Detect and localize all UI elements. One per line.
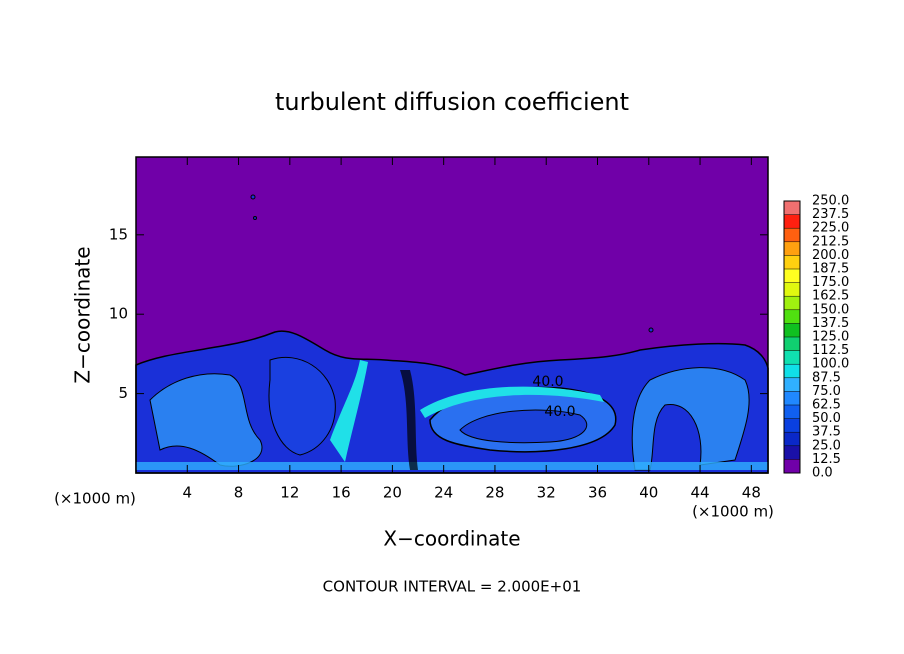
x-tick-label: 20	[383, 484, 402, 502]
colorbar-label: 75.0	[812, 384, 841, 399]
colorbar-cell	[784, 418, 800, 433]
colorbar-label: 150.0	[812, 302, 849, 317]
field	[135, 157, 769, 474]
colorbar-label: 162.5	[812, 289, 849, 304]
colorbar-cell	[784, 391, 800, 405]
y-tick-label: 5	[118, 384, 128, 402]
field-region	[268, 356, 336, 456]
field-region	[330, 360, 368, 462]
colorbar-label: 25.0	[812, 438, 841, 453]
colorbar-label: 237.5	[812, 207, 849, 222]
colorbar-label: 200.0	[812, 248, 849, 263]
footnote: CONTOUR INTERVAL = 2.000E+01	[323, 578, 582, 596]
colorbar-label: 50.0	[812, 411, 841, 426]
field-region	[253, 216, 257, 220]
colorbar-cell	[784, 255, 800, 269]
colorbar-cell	[784, 432, 800, 446]
colorbar-cell	[784, 269, 800, 283]
y-tick-label: 15	[109, 225, 128, 243]
contour-label: 40.0	[532, 374, 563, 390]
x-tick-label: 24	[434, 484, 453, 502]
x-unit-label: (×1000 m)	[692, 503, 774, 521]
field-contour	[400, 370, 418, 470]
colorbar-label: 0.0	[812, 466, 833, 481]
colorbar-label: 112.5	[812, 343, 849, 358]
colorbar-cell	[784, 296, 800, 310]
colorbar-label: 87.5	[812, 370, 841, 385]
contour-label: 40.0	[544, 404, 575, 420]
field-region	[250, 194, 256, 200]
x-tick-label: 40	[639, 484, 658, 502]
x-tick-label: 4	[183, 484, 193, 502]
x-tick-label: 16	[332, 484, 351, 502]
x-axis-label: X−coordinate	[383, 527, 520, 551]
x-tick-label: 48	[742, 484, 761, 502]
colorbar-label: 125.0	[812, 330, 849, 345]
colorbar-cell	[784, 364, 800, 378]
colorbar-cell	[784, 337, 800, 351]
colorbar-label: 250.0	[812, 194, 849, 209]
colorbar-cell	[784, 201, 800, 215]
field-region	[420, 386, 604, 418]
field-region	[149, 373, 263, 467]
colorbar-cell	[784, 309, 800, 324]
colorbar-label: 62.5	[812, 398, 841, 413]
colorbar-cell	[784, 377, 800, 392]
colorbar-label: 137.5	[812, 316, 849, 331]
colorbar-cell	[784, 214, 800, 229]
field-region	[648, 327, 654, 333]
colorbar-label: 100.0	[812, 357, 849, 372]
colorbar-label: 187.5	[812, 262, 849, 277]
colorbar-cell	[784, 350, 800, 365]
colorbar-label: 37.5	[812, 425, 841, 440]
colorbar-label: 12.5	[812, 452, 841, 467]
colorbar-cell	[784, 445, 800, 460]
x-tick-label: 12	[280, 484, 299, 502]
colorbar-label: 225.0	[812, 221, 849, 236]
x-unit-label: (×1000 m)	[54, 490, 136, 508]
colorbar-cell	[784, 459, 800, 473]
chart-title: turbulent diffusion coefficient	[275, 88, 629, 116]
x-tick-label: 32	[537, 484, 556, 502]
colorbar-cell	[784, 282, 800, 297]
x-tick-label: 44	[691, 484, 710, 502]
colorbar-label: 175.0	[812, 275, 849, 290]
field-region	[136, 462, 768, 470]
x-tick-label: 8	[234, 484, 244, 502]
plot-frame	[135, 156, 769, 474]
y-axis-label: Z−coordinate	[71, 246, 95, 383]
y-tick-label: 10	[109, 305, 128, 323]
colorbar-label: 212.5	[812, 234, 849, 249]
colorbar-cell	[784, 241, 800, 256]
colorbar-cell	[784, 228, 800, 242]
colorbar-cell	[784, 405, 800, 419]
x-tick-label: 36	[588, 484, 607, 502]
colorbar-cell	[784, 323, 800, 337]
x-tick-label: 28	[485, 484, 504, 502]
field-region	[459, 409, 588, 444]
